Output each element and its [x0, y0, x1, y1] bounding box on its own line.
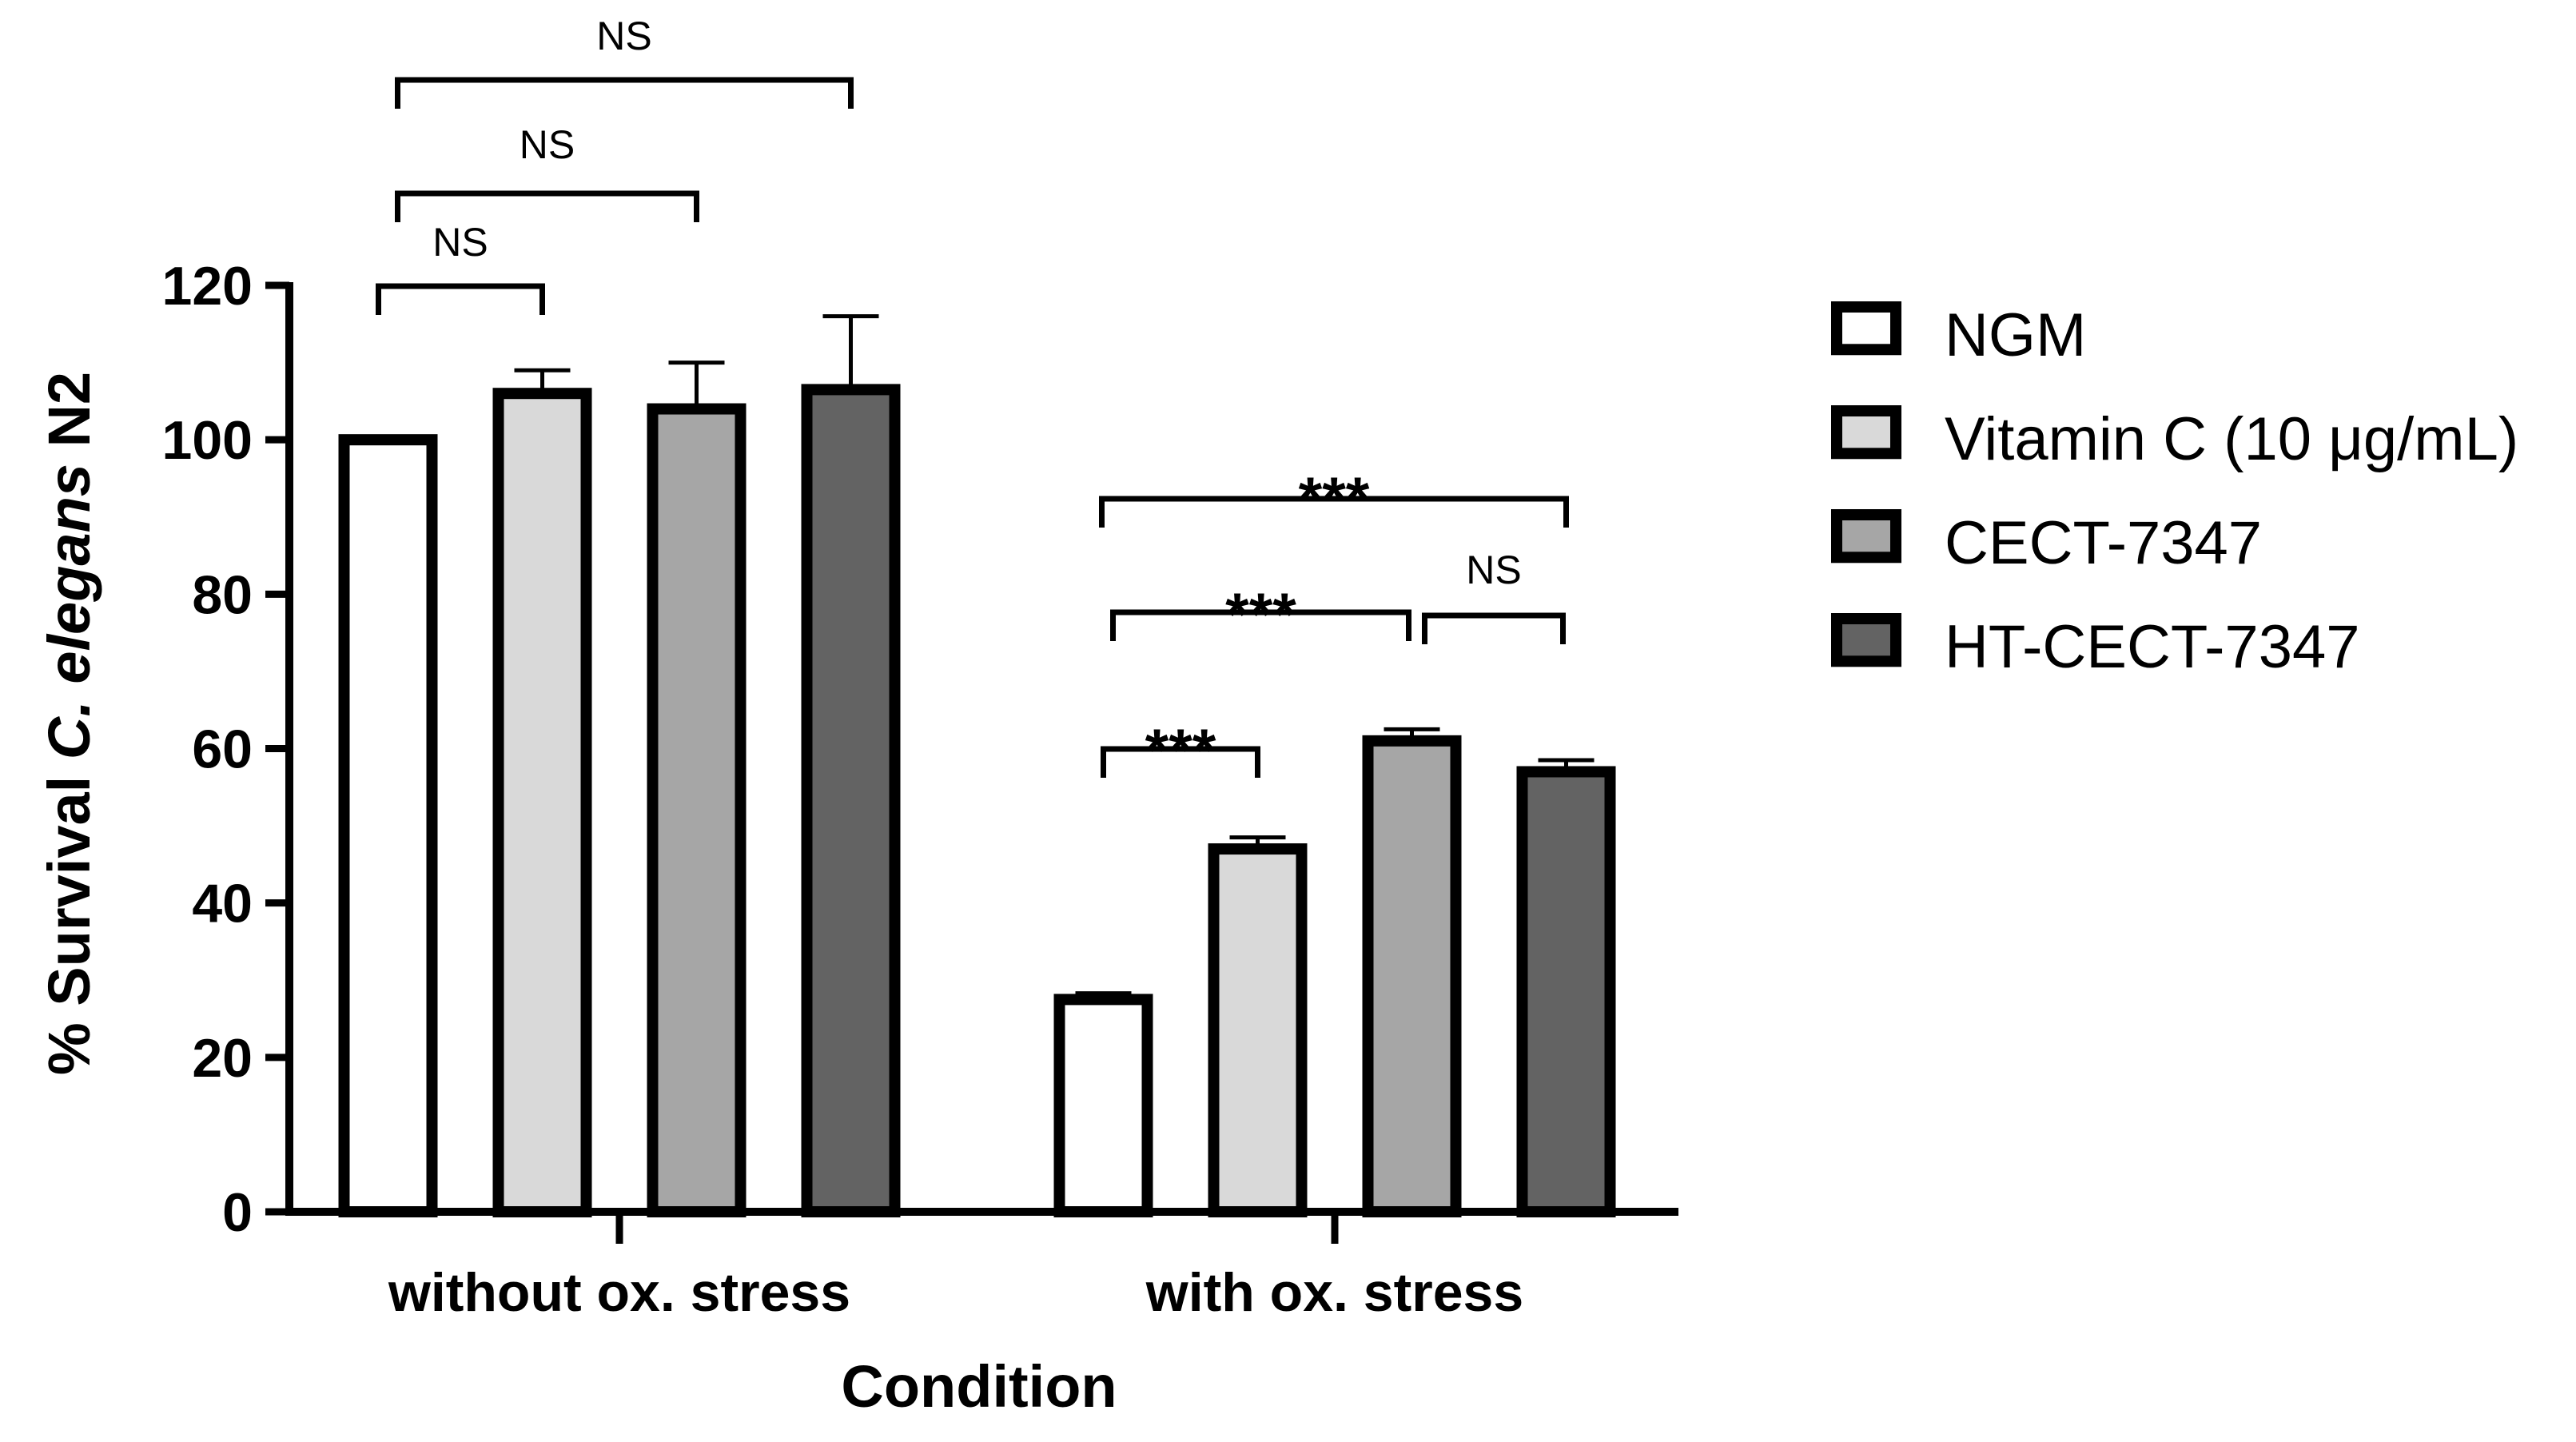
legend-label: HT-CECT-7347	[1945, 613, 2360, 681]
x-category-label: with ox. stress	[1145, 1262, 1523, 1323]
bar	[1362, 735, 1462, 1217]
legend-label: CECT-7347	[1945, 509, 2262, 577]
y-tick-label: 40	[192, 874, 253, 934]
significance-bracket	[1101, 746, 1260, 778]
significance-label: ***	[1145, 717, 1216, 785]
significance-label: NS	[1466, 548, 1521, 592]
significance-label: NS	[432, 220, 488, 265]
y-tick-label: 60	[192, 719, 253, 780]
significance-bracket	[1422, 612, 1566, 644]
significance-bracket	[1099, 496, 1569, 528]
x-axis-title: Condition	[841, 1353, 1117, 1420]
y-axis-title-prefix: % Survival	[36, 759, 102, 1075]
bar	[801, 384, 901, 1218]
y-tick-label: 20	[192, 1028, 253, 1089]
bar	[647, 403, 747, 1217]
y-axis-title-species: C. elegans	[36, 464, 102, 759]
y-tick-label: 120	[162, 256, 253, 317]
legend-swatch	[1831, 301, 1901, 356]
legend-swatch	[1831, 405, 1901, 460]
axes: 0 20 40 60 80 100 120 without ox. stress with ox…	[162, 256, 1678, 1323]
legend-label: Vitamin C (10 μg/mL)	[1945, 405, 2518, 473]
legend-swatch	[1831, 613, 1901, 667]
bar	[492, 388, 592, 1217]
y-axis-title-suffix: N2	[36, 372, 102, 464]
legend: NGM Vitamin C (10 μg/mL) CECT-7347 HT-CECT-…	[1831, 301, 2518, 681]
significance-label: NS	[596, 14, 651, 58]
significance-label: NS	[520, 122, 575, 167]
significance-bracket	[395, 77, 854, 109]
bar	[338, 434, 438, 1217]
bar	[1208, 843, 1308, 1218]
y-tick-label: 0	[222, 1182, 253, 1243]
y-axis-title: % Survival C. elegans N2	[36, 372, 102, 1075]
significance-label: ***	[1225, 581, 1296, 649]
significance-bracket	[376, 283, 545, 315]
bar	[1516, 766, 1616, 1217]
legend-swatch	[1831, 509, 1901, 564]
bars	[338, 314, 1616, 1218]
x-category-label: without ox. stress	[388, 1262, 850, 1323]
y-tick-label: 80	[192, 564, 253, 625]
y-tick-label: 100	[162, 410, 253, 471]
significance-bracket	[1110, 609, 1411, 641]
significance-label: ***	[1299, 465, 1370, 533]
legend-label: NGM	[1945, 301, 2086, 369]
significance-bracket	[395, 190, 699, 222]
bar	[1053, 994, 1153, 1218]
